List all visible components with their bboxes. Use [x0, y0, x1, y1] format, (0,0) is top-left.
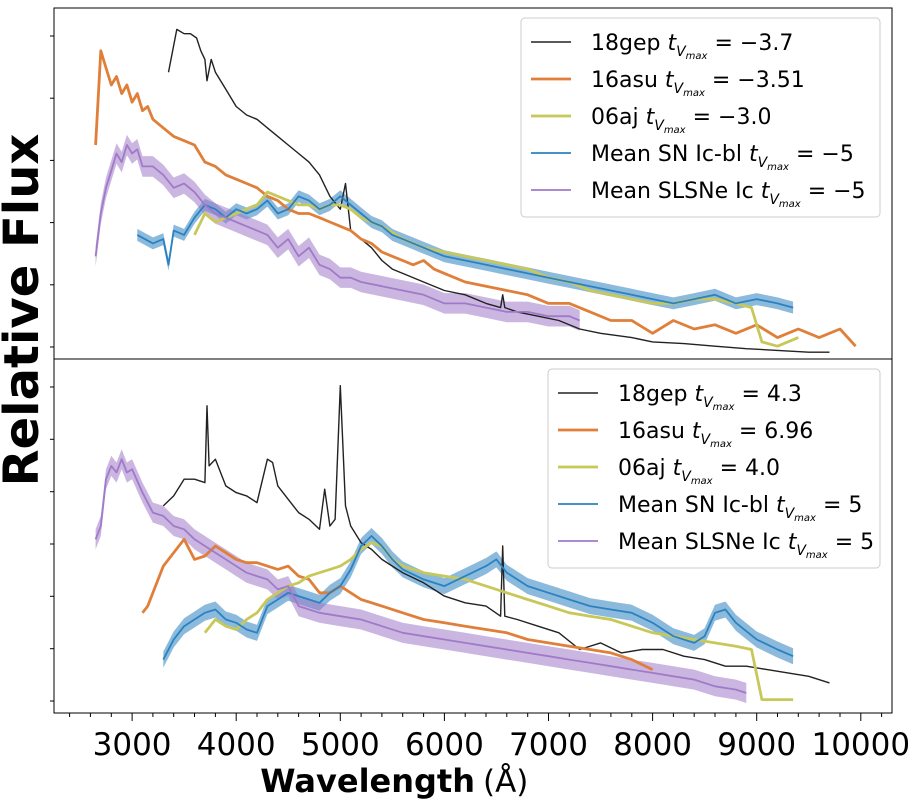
panel-bottom-frame: [53, 358, 893, 714]
panel-bottom-plot-area: [94, 385, 830, 703]
series-line-06aj: [203, 541, 794, 701]
legend-label: Mean SN Ic-bl tVmax = 5: [618, 493, 862, 524]
series-line-mean-slsne-ic: [94, 458, 747, 694]
series-band-mean-slsne-ic: [95, 134, 580, 331]
x-tick-label: 7000: [509, 727, 588, 763]
legend-top: 18gep tVmax = −3.7 16asu tVmax = −3.51 06a…: [520, 17, 881, 218]
series-line-mean-sn-ic-bl: [162, 535, 794, 661]
x-axis-label-unit: (Å): [483, 764, 528, 800]
series-line-mean-sn-ic-bl: [136, 195, 794, 309]
legend-box: [547, 368, 881, 569]
panel-top: 18gep tVmax = −3.7 16asu tVmax = −3.51 06a…: [50, 7, 893, 360]
legend-bottom: 18gep tVmax = 4.3 16asu tVmax = 6.96 06aj …: [547, 368, 881, 569]
x-tick-label: 3000: [93, 727, 172, 763]
legend-label: Mean SLSNe Ic tVmax = 5: [618, 530, 874, 561]
legend-label: 16asu tVmax = −3.51: [591, 68, 805, 99]
series-line-18gep: [162, 385, 830, 684]
x-tick-label: 5000: [301, 727, 380, 763]
series-line-mean-slsne-ic: [94, 144, 581, 322]
legend-label: Mean SLSNe Ic tVmax = −5: [591, 179, 866, 210]
x-axis-label: Wavelength: [260, 762, 475, 800]
legend-label: 06aj tVmax = 4.0: [618, 456, 780, 487]
legend-box: [520, 17, 881, 218]
legend-label: 06aj tVmax = −3.0: [591, 105, 771, 136]
panel-bottom: 18gep tVmax = 4.3 16asu tVmax = 6.96 06aj …: [50, 358, 893, 714]
legend-label: 18gep tVmax = 4.3: [618, 382, 802, 413]
legend-label: 16asu tVmax = 6.96: [618, 419, 813, 450]
x-tick-label: 9000: [717, 727, 796, 763]
x-tick-label: 4000: [197, 727, 276, 763]
panel-top-plot-area: [94, 28, 857, 353]
x-tick-label: 10000: [811, 727, 910, 763]
y-axis-label: Relative Flux: [0, 134, 50, 487]
legend-label: Mean SN Ic-bl tVmax = −5: [591, 142, 854, 173]
x-tick-label: 6000: [405, 727, 484, 763]
series-line-16asu: [94, 49, 857, 348]
x-tick-label: 8000: [613, 727, 692, 763]
series-line-16asu: [141, 537, 654, 671]
legend-label: 18gep tVmax = −3.7: [591, 31, 793, 62]
